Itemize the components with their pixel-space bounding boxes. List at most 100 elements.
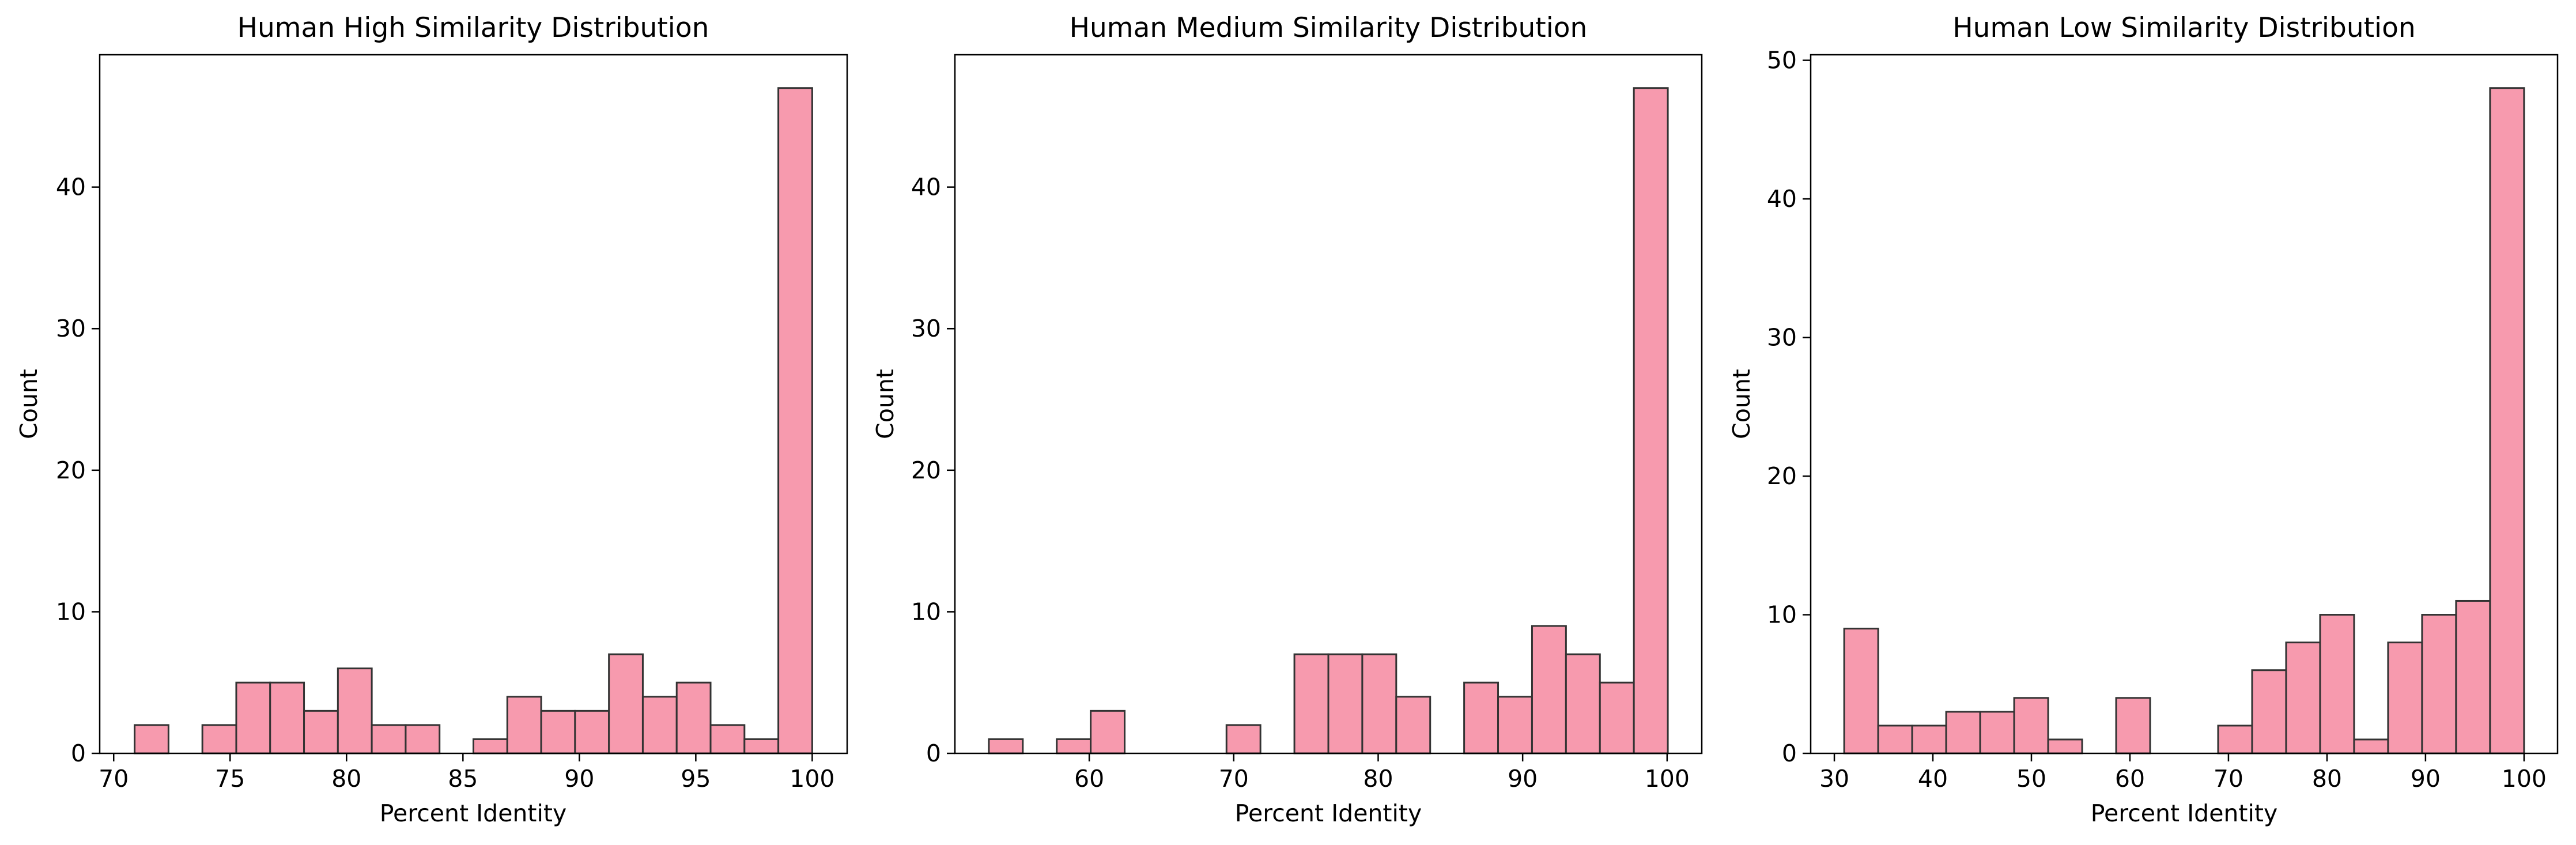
y-ticks-2: 0 10 20 30 40 xyxy=(911,173,955,767)
histogram-bar xyxy=(269,681,305,755)
y-tick-label: 50 xyxy=(1767,47,1797,74)
x-tick-label: 90 xyxy=(1508,765,1538,793)
histogram-bar xyxy=(1565,653,1601,755)
x-tick-label: 70 xyxy=(1219,765,1249,793)
histogram-bar xyxy=(337,667,373,755)
x-axis-label-3: Percent Identity xyxy=(2091,799,2277,827)
y-tick-label: 0 xyxy=(71,740,86,767)
histogram-bar xyxy=(1327,653,1363,755)
histogram-bar xyxy=(1395,696,1431,755)
x-tick-label: 70 xyxy=(99,765,129,793)
x-tick-label: 50 xyxy=(2016,765,2046,793)
chart-panel-2: Human Medium Similarity Distribution Per… xyxy=(871,12,1703,827)
histogram-bar xyxy=(506,696,542,755)
histogram-bar xyxy=(1056,738,1092,755)
y-tick-label: 20 xyxy=(56,457,86,484)
histogram-bar xyxy=(1911,725,1947,755)
histogram-bar xyxy=(1497,696,1533,755)
bars-3 xyxy=(1843,87,2525,755)
y-tick-label: 40 xyxy=(56,173,86,201)
histogram-bar xyxy=(777,87,813,755)
bars-1 xyxy=(134,87,813,755)
histogram-bar xyxy=(574,710,610,755)
y-tick-label: 10 xyxy=(56,598,86,625)
histogram-bar xyxy=(2489,87,2525,755)
x-ticks-2: 60 70 80 90 100 xyxy=(1074,753,1690,793)
histogram-bar xyxy=(303,710,339,755)
plot-frame-2 xyxy=(954,54,1703,755)
histogram-bar xyxy=(2047,738,2083,755)
histogram-bar xyxy=(2115,697,2151,755)
x-tick-label: 60 xyxy=(1074,765,1104,793)
histogram-bar xyxy=(743,738,780,755)
chart-title-3: Human Low Similarity Distribution xyxy=(1952,12,2415,44)
y-tick-label: 30 xyxy=(911,315,941,342)
histogram-bar xyxy=(1293,653,1329,755)
y-tick-label: 0 xyxy=(1782,740,1797,767)
histogram-bar xyxy=(371,724,407,755)
y-axis-label-1: Count xyxy=(15,369,43,439)
y-tick-label: 20 xyxy=(911,457,941,484)
y-tick-label: 10 xyxy=(1767,601,1797,629)
x-ticks-1: 70 75 80 85 90 95 100 xyxy=(99,753,835,793)
histogram-bar xyxy=(1090,710,1126,755)
histogram-bar xyxy=(134,724,169,755)
histogram-bar xyxy=(1463,681,1499,755)
y-tick-label: 30 xyxy=(1767,324,1797,352)
histogram-bar xyxy=(988,738,1024,755)
histogram-bar xyxy=(675,681,712,755)
y-tick-label: 10 xyxy=(911,598,941,625)
histogram-bar xyxy=(2013,697,2049,755)
x-tick-label: 90 xyxy=(2411,765,2441,793)
histogram-bar xyxy=(1945,711,1981,755)
histogram-bar xyxy=(709,724,746,755)
chart-title-1: Human High Similarity Distribution xyxy=(237,12,709,44)
histogram-bar xyxy=(1979,711,2015,755)
histogram-bar xyxy=(1531,625,1567,755)
histogram-bar xyxy=(2387,642,2423,755)
y-tick-label: 30 xyxy=(56,315,86,342)
x-tick-label: 60 xyxy=(2115,765,2145,793)
x-axis-label-2: Percent Identity xyxy=(1235,799,1422,827)
chart-panel-3: Human Low Similarity Distribution Percen… xyxy=(1728,12,2559,827)
y-tick-label: 20 xyxy=(1767,462,1797,490)
x-tick-label: 80 xyxy=(2312,765,2342,793)
histogram-bar xyxy=(473,738,508,755)
y-ticks-3: 0 10 20 30 40 50 xyxy=(1767,47,1811,767)
x-tick-label: 40 xyxy=(1918,765,1948,793)
histogram-bar xyxy=(1225,724,1261,755)
histogram-bar xyxy=(2353,738,2389,755)
histogram-bar xyxy=(2421,614,2457,755)
histogram-bar xyxy=(1843,628,1879,755)
histogram-bar xyxy=(1361,653,1397,755)
x-axis-label-1: Percent Identity xyxy=(380,799,566,827)
histogram-bar xyxy=(2285,642,2321,755)
histogram-bar xyxy=(201,724,237,755)
x-tick-label: 100 xyxy=(1645,765,1690,793)
y-tick-label: 0 xyxy=(926,740,941,767)
histogram-bar xyxy=(2455,599,2491,755)
x-tick-label: 90 xyxy=(564,765,594,793)
plot-frame-3 xyxy=(1810,54,2559,755)
x-tick-label: 80 xyxy=(1363,765,1393,793)
x-tick-label: 75 xyxy=(215,765,245,793)
y-tick-label: 40 xyxy=(911,173,941,201)
x-tick-label: 100 xyxy=(2502,765,2547,793)
histogram-bar xyxy=(1599,681,1635,755)
histogram-bar xyxy=(608,653,644,755)
histogram-bar xyxy=(1633,87,1669,755)
x-tick-label: 95 xyxy=(681,765,711,793)
histogram-bar xyxy=(641,696,678,755)
y-axis-label-2: Count xyxy=(871,369,899,439)
x-tick-label: 70 xyxy=(2214,765,2243,793)
histogram-bar xyxy=(540,710,576,755)
x-tick-label: 30 xyxy=(1819,765,1849,793)
y-tick-label: 40 xyxy=(1767,185,1797,213)
y-axis-label-3: Count xyxy=(1728,369,1755,439)
bars-2 xyxy=(988,87,1669,755)
histogram-bar xyxy=(2251,669,2287,755)
x-tick-label: 85 xyxy=(448,765,478,793)
histogram-bar xyxy=(405,724,441,755)
y-ticks-1: 0 10 20 30 40 xyxy=(56,173,100,767)
